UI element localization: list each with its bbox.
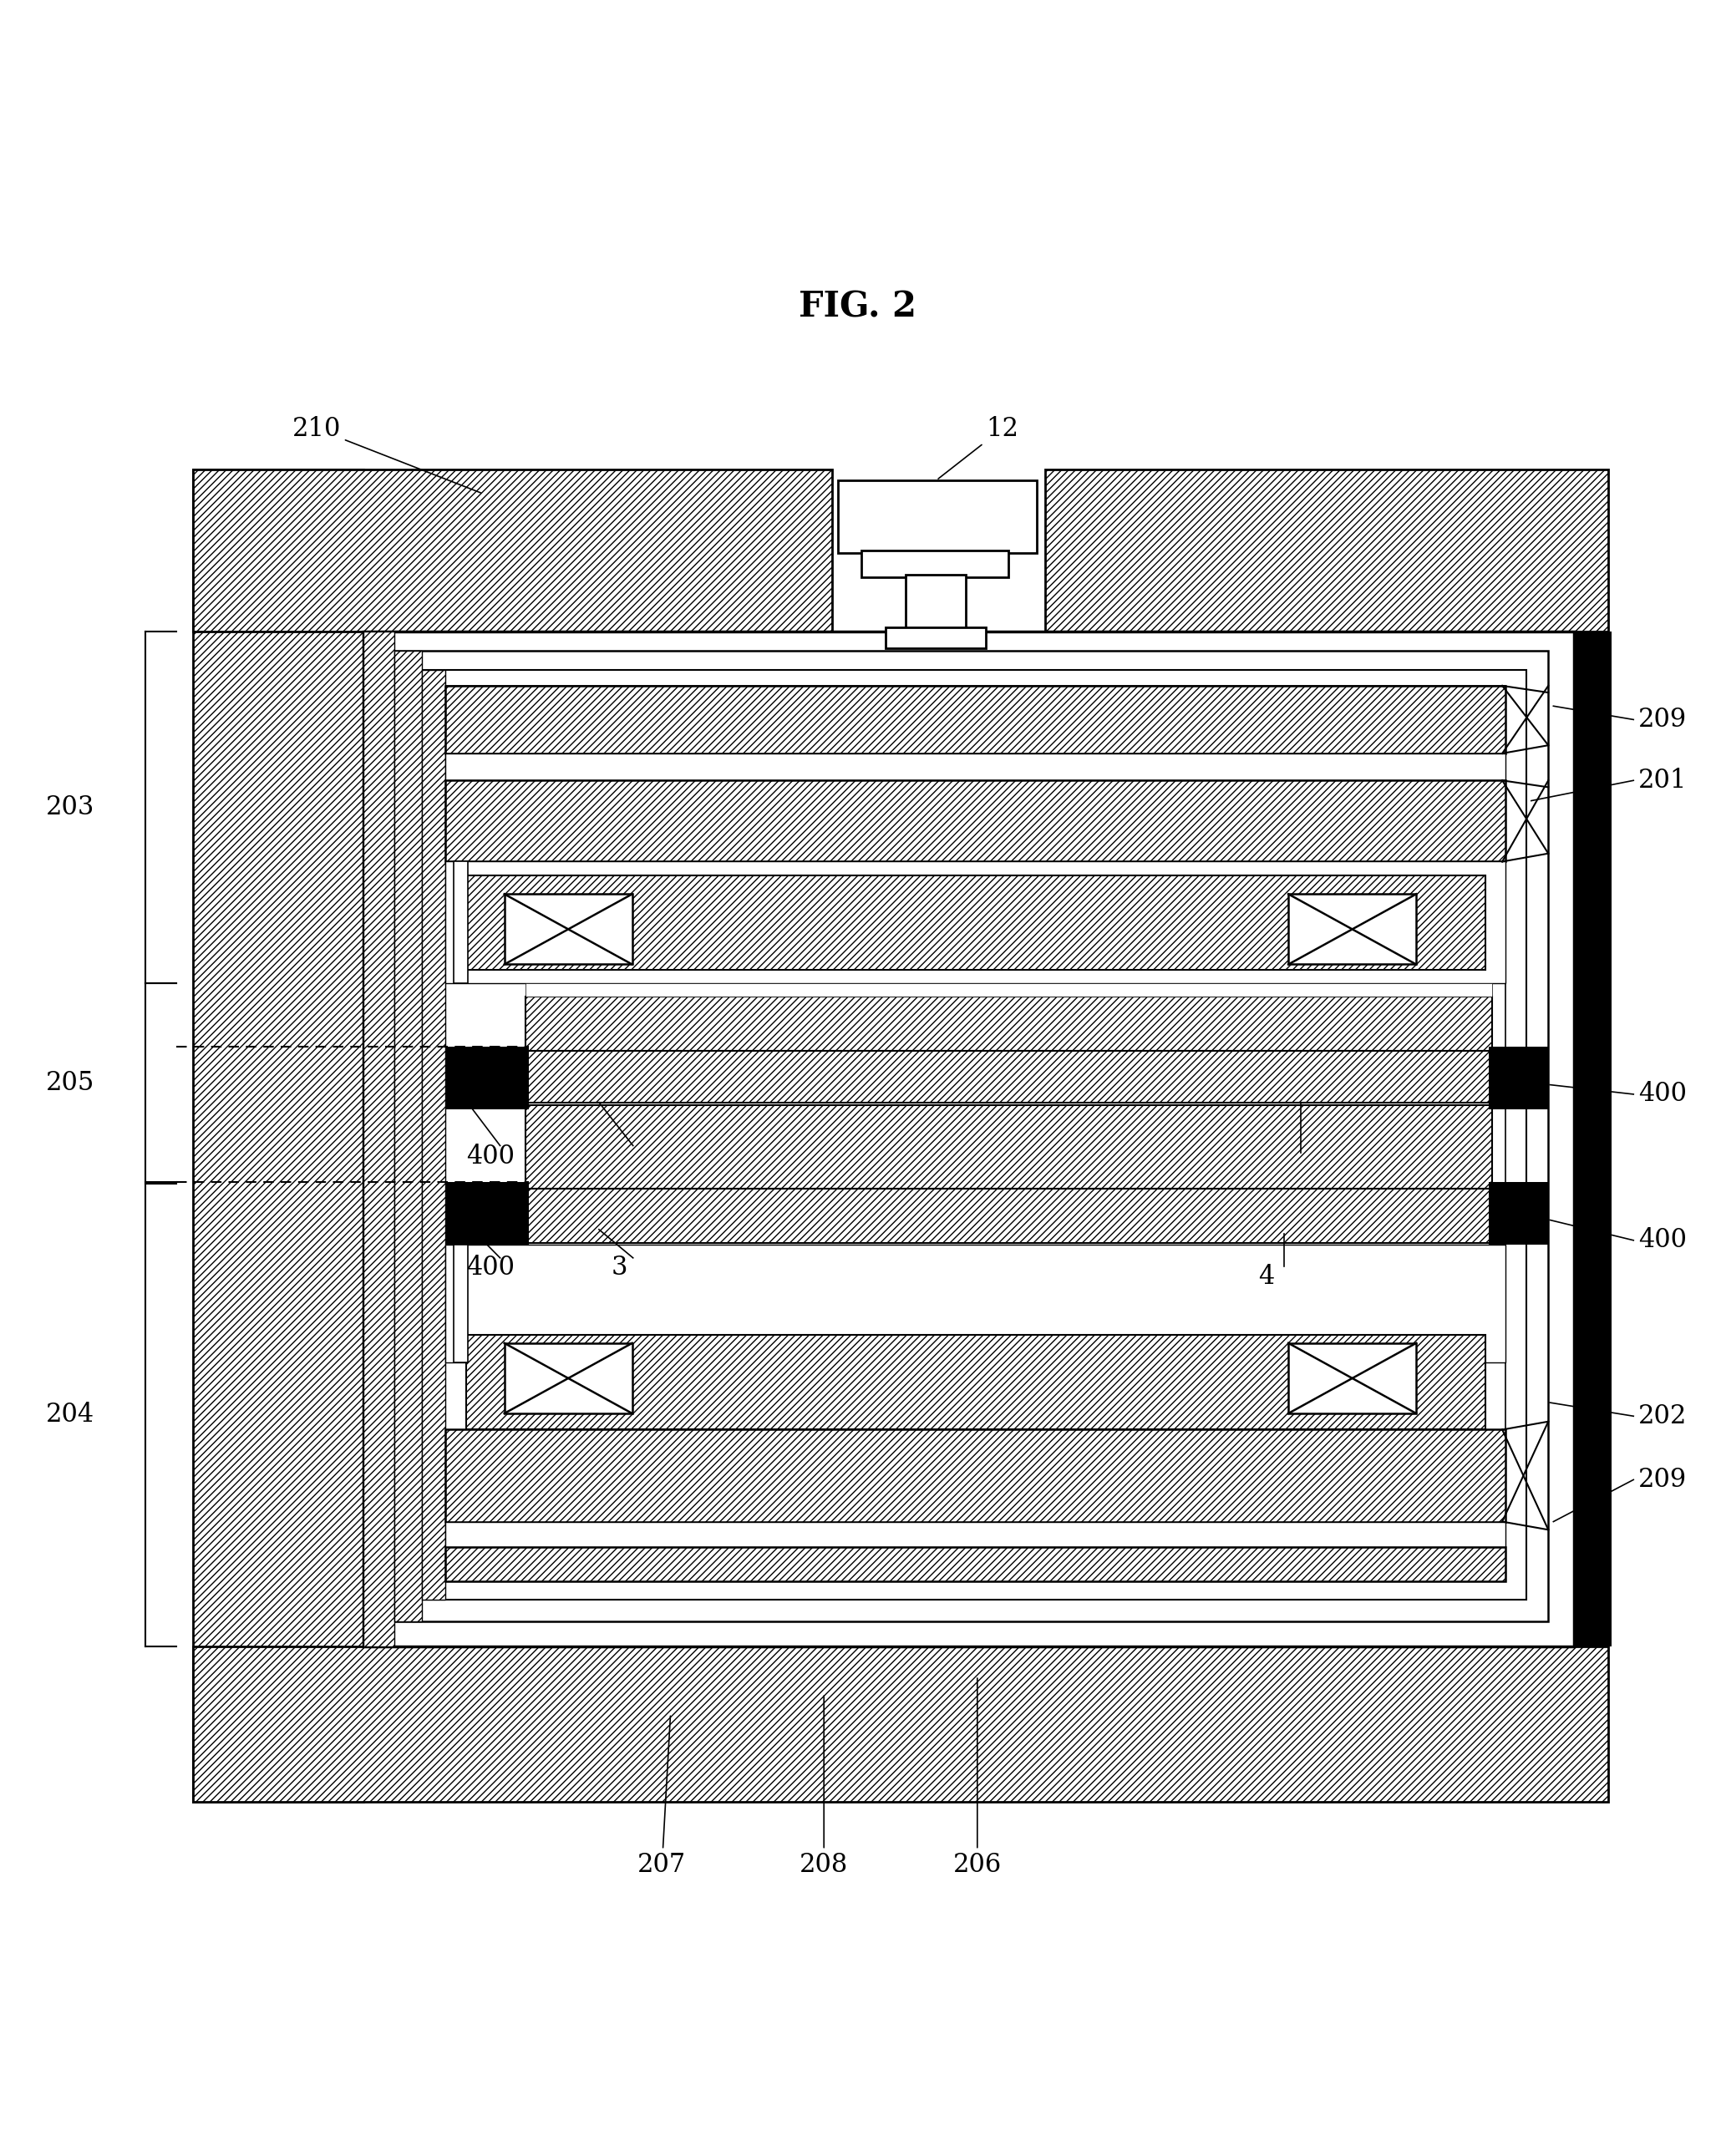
Text: FIG. 2: FIG. 2 — [800, 289, 916, 326]
Text: 205: 205 — [46, 1072, 94, 1097]
Bar — [1289, 1343, 1416, 1414]
Bar — [194, 1645, 1608, 1802]
Bar — [446, 1244, 1505, 1363]
Bar — [525, 1188, 1491, 1244]
Bar — [446, 686, 1505, 1580]
Bar — [194, 470, 364, 1802]
Bar — [422, 671, 446, 1600]
Bar — [455, 862, 468, 983]
Text: 207: 207 — [638, 1716, 686, 1878]
Bar — [837, 481, 1036, 554]
Bar — [1045, 470, 1608, 632]
Bar — [194, 470, 832, 632]
Text: 209: 209 — [1639, 1466, 1687, 1492]
Bar — [525, 983, 1491, 996]
Text: 3: 3 — [619, 1143, 635, 1169]
Text: 400: 400 — [467, 1255, 515, 1281]
Text: 4: 4 — [1275, 1153, 1292, 1179]
Bar — [422, 671, 1526, 1600]
Text: 208: 208 — [800, 1697, 848, 1878]
Text: 203: 203 — [46, 796, 94, 821]
Bar — [446, 1048, 529, 1108]
Bar — [1488, 1048, 1548, 1108]
Bar — [525, 996, 1491, 1050]
Text: 3: 3 — [611, 1255, 626, 1281]
Bar — [364, 632, 1574, 1645]
Text: 12: 12 — [939, 416, 1018, 479]
Bar — [467, 875, 1486, 970]
Text: 209: 209 — [1639, 707, 1687, 733]
Bar — [395, 651, 1548, 1621]
Bar — [455, 1244, 468, 1363]
Bar — [1488, 1181, 1548, 1244]
Bar — [1574, 632, 1611, 1645]
Bar — [525, 1106, 1491, 1188]
Bar — [446, 780, 1505, 862]
Bar — [906, 576, 966, 632]
Bar — [446, 686, 1505, 752]
Bar — [446, 862, 1505, 983]
Text: 201: 201 — [1639, 768, 1687, 793]
Bar — [505, 1343, 631, 1414]
Bar — [446, 1548, 1505, 1580]
Text: 400: 400 — [467, 1143, 515, 1169]
Text: 206: 206 — [952, 1677, 1002, 1878]
Text: 4: 4 — [1258, 1263, 1275, 1289]
Bar — [885, 627, 985, 649]
Bar — [467, 1335, 1486, 1429]
Text: 400: 400 — [1639, 1227, 1687, 1253]
Bar — [446, 752, 1505, 780]
Text: 400: 400 — [1639, 1082, 1687, 1108]
Bar — [395, 651, 422, 1621]
Bar — [1289, 895, 1416, 964]
Bar — [364, 632, 395, 1645]
Bar — [505, 895, 631, 964]
Text: 210: 210 — [292, 416, 480, 494]
Text: 204: 204 — [46, 1401, 94, 1427]
Bar — [446, 1522, 1505, 1548]
Bar — [446, 1429, 1505, 1522]
Bar — [861, 550, 1007, 578]
Bar — [446, 1181, 529, 1244]
Bar — [525, 1050, 1491, 1102]
Text: 202: 202 — [1639, 1404, 1687, 1429]
